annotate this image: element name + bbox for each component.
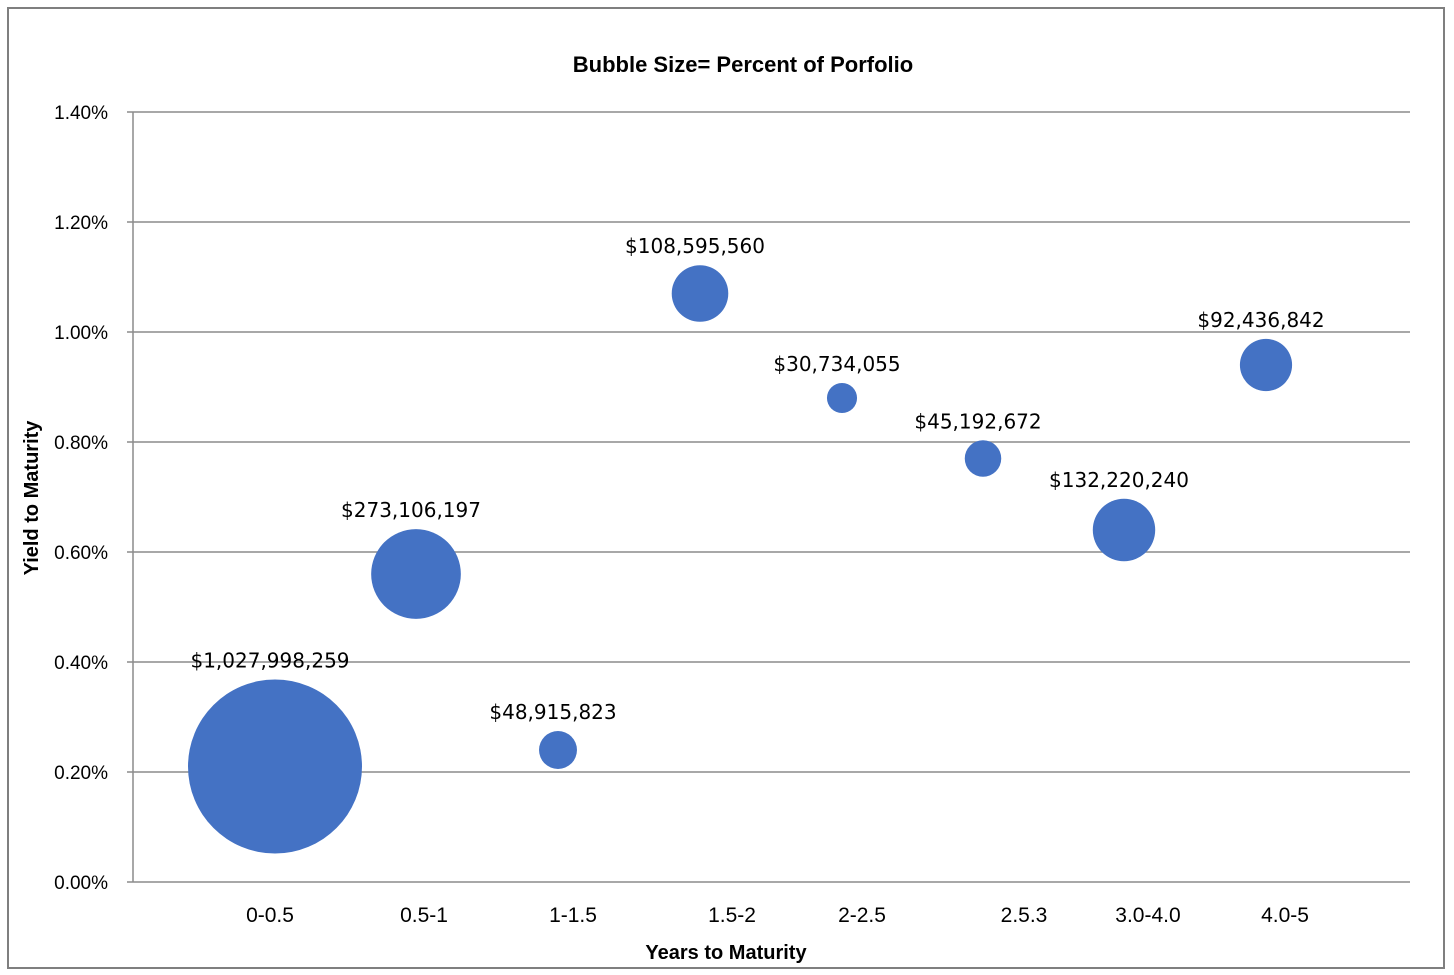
bubble-data-label: $45,192,672 (914, 409, 1041, 433)
bubble (964, 440, 1002, 477)
x-axis-title: Years to Maturity (645, 942, 807, 964)
y-tick-label: 1.40% (54, 103, 108, 124)
y-tick-label: 0.80% (54, 433, 108, 454)
chart-title: Bubble Size= Percent of Porfolio (573, 52, 913, 77)
x-axis-ticks: 0-0.5 0.5-1 1-1.5 1.5-2 2-2.5 2.5.3 3.0-4.0 4.0… (246, 904, 1309, 927)
y-axis-ticks: 0.00% 0.20% 0.40% 0.60% 0.80% 1.00% 1.20% 1.40% (54, 103, 108, 894)
bubble (1092, 498, 1156, 562)
data-labels: $1,027,998,259 $273,106,197 $48,915,823 $10… (190, 234, 1324, 724)
x-tick-label: 1-1.5 (549, 904, 597, 927)
x-tick-label: 1.5-2 (708, 904, 756, 927)
bubble (371, 529, 461, 619)
y-tick-label: 0.60% (54, 543, 108, 564)
bubbles (188, 265, 1293, 854)
y-tick-label: 1.00% (54, 323, 108, 344)
x-tick-label: 0.5-1 (400, 904, 448, 927)
y-tick-label: 0.40% (54, 653, 108, 674)
bubble (671, 265, 729, 322)
y-tick-label: 0.00% (54, 873, 108, 894)
y-tick-label: 0.20% (54, 763, 108, 784)
bubble (188, 679, 362, 854)
x-tick-label: 4.0-5 (1261, 904, 1309, 927)
bubble (539, 731, 577, 769)
bubble-data-label: $132,220,240 (1049, 468, 1189, 492)
x-tick-label: 2-2.5 (838, 904, 886, 927)
bubble-data-label: $273,106,197 (341, 498, 481, 522)
y-tick-label: 1.20% (54, 213, 108, 234)
bubble-data-label: $108,595,560 (625, 234, 765, 258)
bubble-data-label: $48,915,823 (489, 700, 616, 724)
y-axis-title: Yield to Maturity (21, 420, 43, 576)
bubble (1239, 338, 1293, 392)
bubble-data-label: $30,734,055 (773, 352, 900, 376)
x-tick-label: 0-0.5 (246, 904, 294, 927)
x-tick-label: 2.5.3 (1001, 904, 1048, 927)
x-tick-label: 3.0-4.0 (1115, 904, 1180, 927)
bubble-data-label: $1,027,998,259 (190, 649, 349, 673)
bubble (826, 382, 858, 414)
bubble-data-label: $92,436,842 (1197, 308, 1324, 332)
